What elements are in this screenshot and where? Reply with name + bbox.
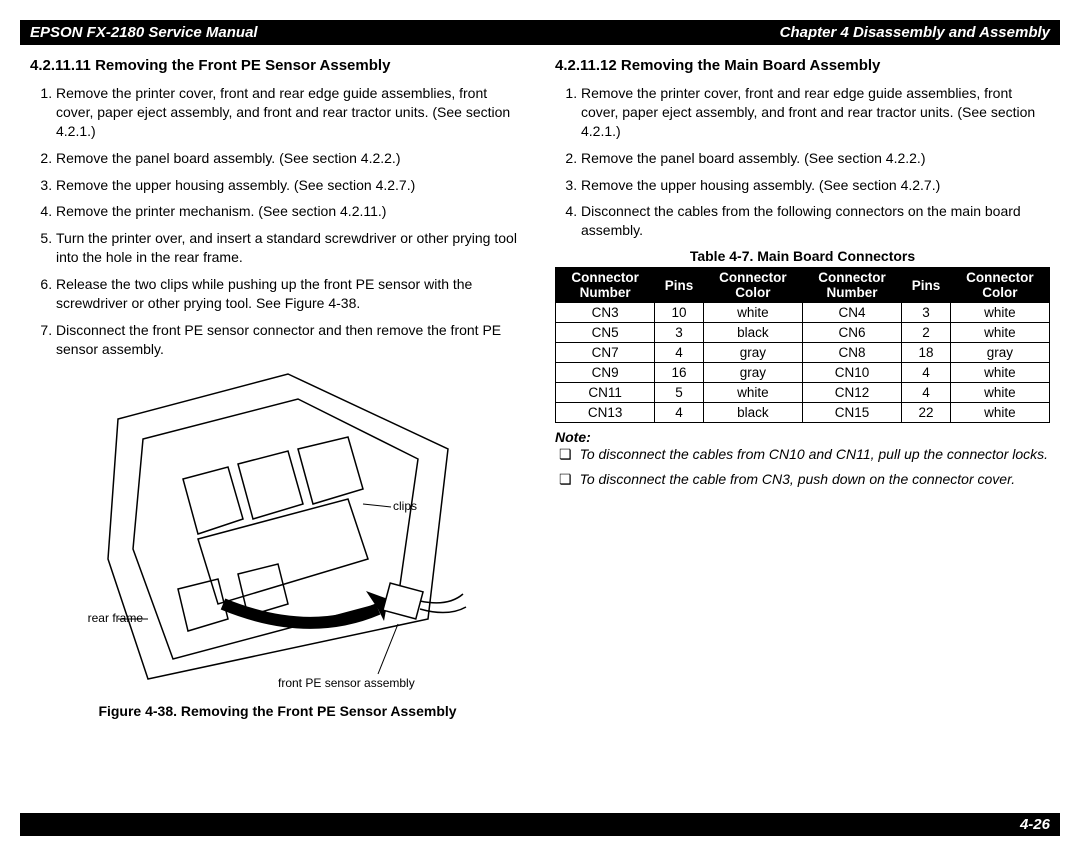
note-item: To disconnect the cables from CN10 and C…	[559, 445, 1050, 464]
table-cell: white	[703, 383, 802, 403]
step: Remove the printer cover, front and rear…	[56, 84, 525, 141]
table-row: CN53blackCN62white	[556, 323, 1050, 343]
table-cell: 22	[902, 403, 951, 423]
table-cell: CN6	[802, 323, 901, 343]
table-caption: Table 4-7. Main Board Connectors	[555, 248, 1050, 264]
page-content: 4.2.11.11 Removing the Front PE Sensor A…	[0, 57, 1080, 719]
footer-bar: 4-26	[20, 813, 1060, 836]
steps-right: Remove the printer cover, front and rear…	[555, 84, 1050, 240]
table-cell: 10	[655, 303, 704, 323]
th: Pins	[902, 268, 951, 303]
table-cell: gray	[950, 343, 1049, 363]
step: Release the two clips while pushing up t…	[56, 275, 525, 313]
table-cell: black	[703, 323, 802, 343]
table-cell: white	[950, 323, 1049, 343]
step: Disconnect the front PE sensor connector…	[56, 321, 525, 359]
table-cell: 3	[655, 323, 704, 343]
th: ConnectorNumber	[556, 268, 655, 303]
th: ConnectorNumber	[802, 268, 901, 303]
note-list: To disconnect the cables from CN10 and C…	[555, 445, 1050, 489]
table-row: CN310whiteCN43white	[556, 303, 1050, 323]
table-row: CN115whiteCN124white	[556, 383, 1050, 403]
table-cell: CN12	[802, 383, 901, 403]
table-cell: CN9	[556, 363, 655, 383]
step: Remove the panel board assembly. (See se…	[581, 149, 1050, 168]
right-column: 4.2.11.12 Removing the Main Board Assemb…	[555, 57, 1050, 719]
table-cell: 4	[655, 403, 704, 423]
header-left: EPSON FX-2180 Service Manual	[30, 24, 258, 41]
step: Remove the printer mechanism. (See secti…	[56, 202, 525, 221]
table-cell: gray	[703, 343, 802, 363]
table-row: CN74grayCN818gray	[556, 343, 1050, 363]
table-cell: white	[950, 383, 1049, 403]
table-cell: 4	[902, 363, 951, 383]
label-clips: clips	[393, 499, 417, 513]
table-cell: CN8	[802, 343, 901, 363]
th: ConnectorColor	[950, 268, 1049, 303]
figure-block: clips rear frame front PE sensor assembl…	[30, 369, 525, 719]
table-cell: 3	[902, 303, 951, 323]
step: Disconnect the cables from the following…	[581, 202, 1050, 240]
table-row: CN134blackCN1522white	[556, 403, 1050, 423]
note-item: To disconnect the cable from CN3, push d…	[559, 470, 1050, 489]
steps-left: Remove the printer cover, front and rear…	[30, 84, 525, 359]
table-cell: black	[703, 403, 802, 423]
table-cell: 16	[655, 363, 704, 383]
table-cell: gray	[703, 363, 802, 383]
table-cell: CN3	[556, 303, 655, 323]
left-column: 4.2.11.11 Removing the Front PE Sensor A…	[30, 57, 525, 719]
connectors-table: ConnectorNumber Pins ConnectorColor Conn…	[555, 267, 1050, 423]
diagram-svg: clips rear frame front PE sensor assembl…	[88, 369, 468, 699]
table-cell: CN10	[802, 363, 901, 383]
step: Remove the panel board assembly. (See se…	[56, 149, 525, 168]
th: ConnectorColor	[703, 268, 802, 303]
table-cell: CN4	[802, 303, 901, 323]
step: Remove the printer cover, front and rear…	[581, 84, 1050, 141]
table-cell: CN7	[556, 343, 655, 363]
section-title-right: 4.2.11.12 Removing the Main Board Assemb…	[555, 57, 1050, 74]
step: Remove the upper housing assembly. (See …	[56, 176, 525, 195]
table-cell: white	[950, 303, 1049, 323]
table-cell: CN5	[556, 323, 655, 343]
header-bar: EPSON FX-2180 Service Manual Chapter 4 D…	[20, 20, 1060, 45]
table-cell: CN15	[802, 403, 901, 423]
table-cell: 18	[902, 343, 951, 363]
table-cell: 4	[655, 343, 704, 363]
step: Remove the upper housing assembly. (See …	[581, 176, 1050, 195]
table-cell: CN13	[556, 403, 655, 423]
header-right: Chapter 4 Disassembly and Assembly	[780, 24, 1050, 41]
table-cell: CN11	[556, 383, 655, 403]
section-title-left: 4.2.11.11 Removing the Front PE Sensor A…	[30, 57, 525, 74]
table-cell: 4	[902, 383, 951, 403]
table-cell: white	[950, 403, 1049, 423]
table-cell: white	[950, 363, 1049, 383]
figure-caption: Figure 4-38. Removing the Front PE Senso…	[30, 703, 525, 719]
table-row: CN916grayCN104white	[556, 363, 1050, 383]
table-cell: 2	[902, 323, 951, 343]
note-label: Note:	[555, 429, 1050, 445]
table-cell: 5	[655, 383, 704, 403]
table-cell: white	[703, 303, 802, 323]
th: Pins	[655, 268, 704, 303]
page-number: 4-26	[1020, 816, 1050, 833]
label-rear-frame: rear frame	[88, 611, 143, 625]
label-front-pe: front PE sensor assembly	[278, 676, 415, 690]
step: Turn the printer over, and insert a stan…	[56, 229, 525, 267]
table-body: CN310whiteCN43whiteCN53blackCN62whiteCN7…	[556, 303, 1050, 423]
